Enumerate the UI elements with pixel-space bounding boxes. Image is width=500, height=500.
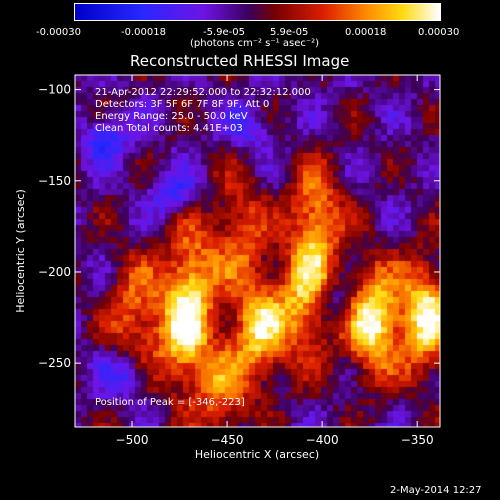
x-tick-label: −500 [116,433,149,447]
y-tick-label: −100 [38,83,71,97]
energy-range-text: Energy Range: 25.0 - 50.0 keV [95,111,248,122]
x-tick-label: −450 [211,433,244,447]
colorbar-tick: -5.9e-05 [203,27,245,38]
x-tick-label: −400 [306,433,339,447]
heatmap-image [75,75,440,427]
timestamp: 2-May-2014 12:27 [390,485,482,496]
colorbar-tick: -0.00030 [36,27,81,38]
peak-position-text: Position of Peak = [-346,-223] [95,397,245,408]
x-axis-ticks: −500 −450 −400 −350 [116,75,434,447]
chart-title: Reconstructed RHESSI Image [130,52,350,70]
y-tick-label: −200 [38,265,71,279]
time-range-text: 21-Apr-2012 22:29:52.000 to 22:32:12.000 [95,87,311,98]
y-axis-ticks: −100 −150 −200 −250 [38,83,440,370]
colorbar-tick: 0.00030 [418,27,460,38]
colorbar-tick: 0.00018 [345,27,387,38]
colorbar-tick: 5.9e-05 [270,27,309,38]
colorbar-tick: -0.00018 [121,27,166,38]
x-axis-label: Heliocentric X (arcsec) [195,448,319,461]
y-tick-label: −250 [38,356,71,370]
colorbar [74,3,441,21]
colorbar-units: (photons cm⁻² s⁻¹ asec⁻²) [190,38,320,49]
x-tick-label: −350 [401,433,434,447]
plot-frame [74,74,441,428]
detectors-text: Detectors: 3F 5F 6F 7F 8F 9F, Att 0 [95,99,270,110]
y-tick-label: −150 [38,174,71,188]
y-axis-label: Heliocentric Y (arcsec) [14,189,27,313]
clean-counts-text: Clean Total counts: 4.41E+03 [95,123,243,134]
